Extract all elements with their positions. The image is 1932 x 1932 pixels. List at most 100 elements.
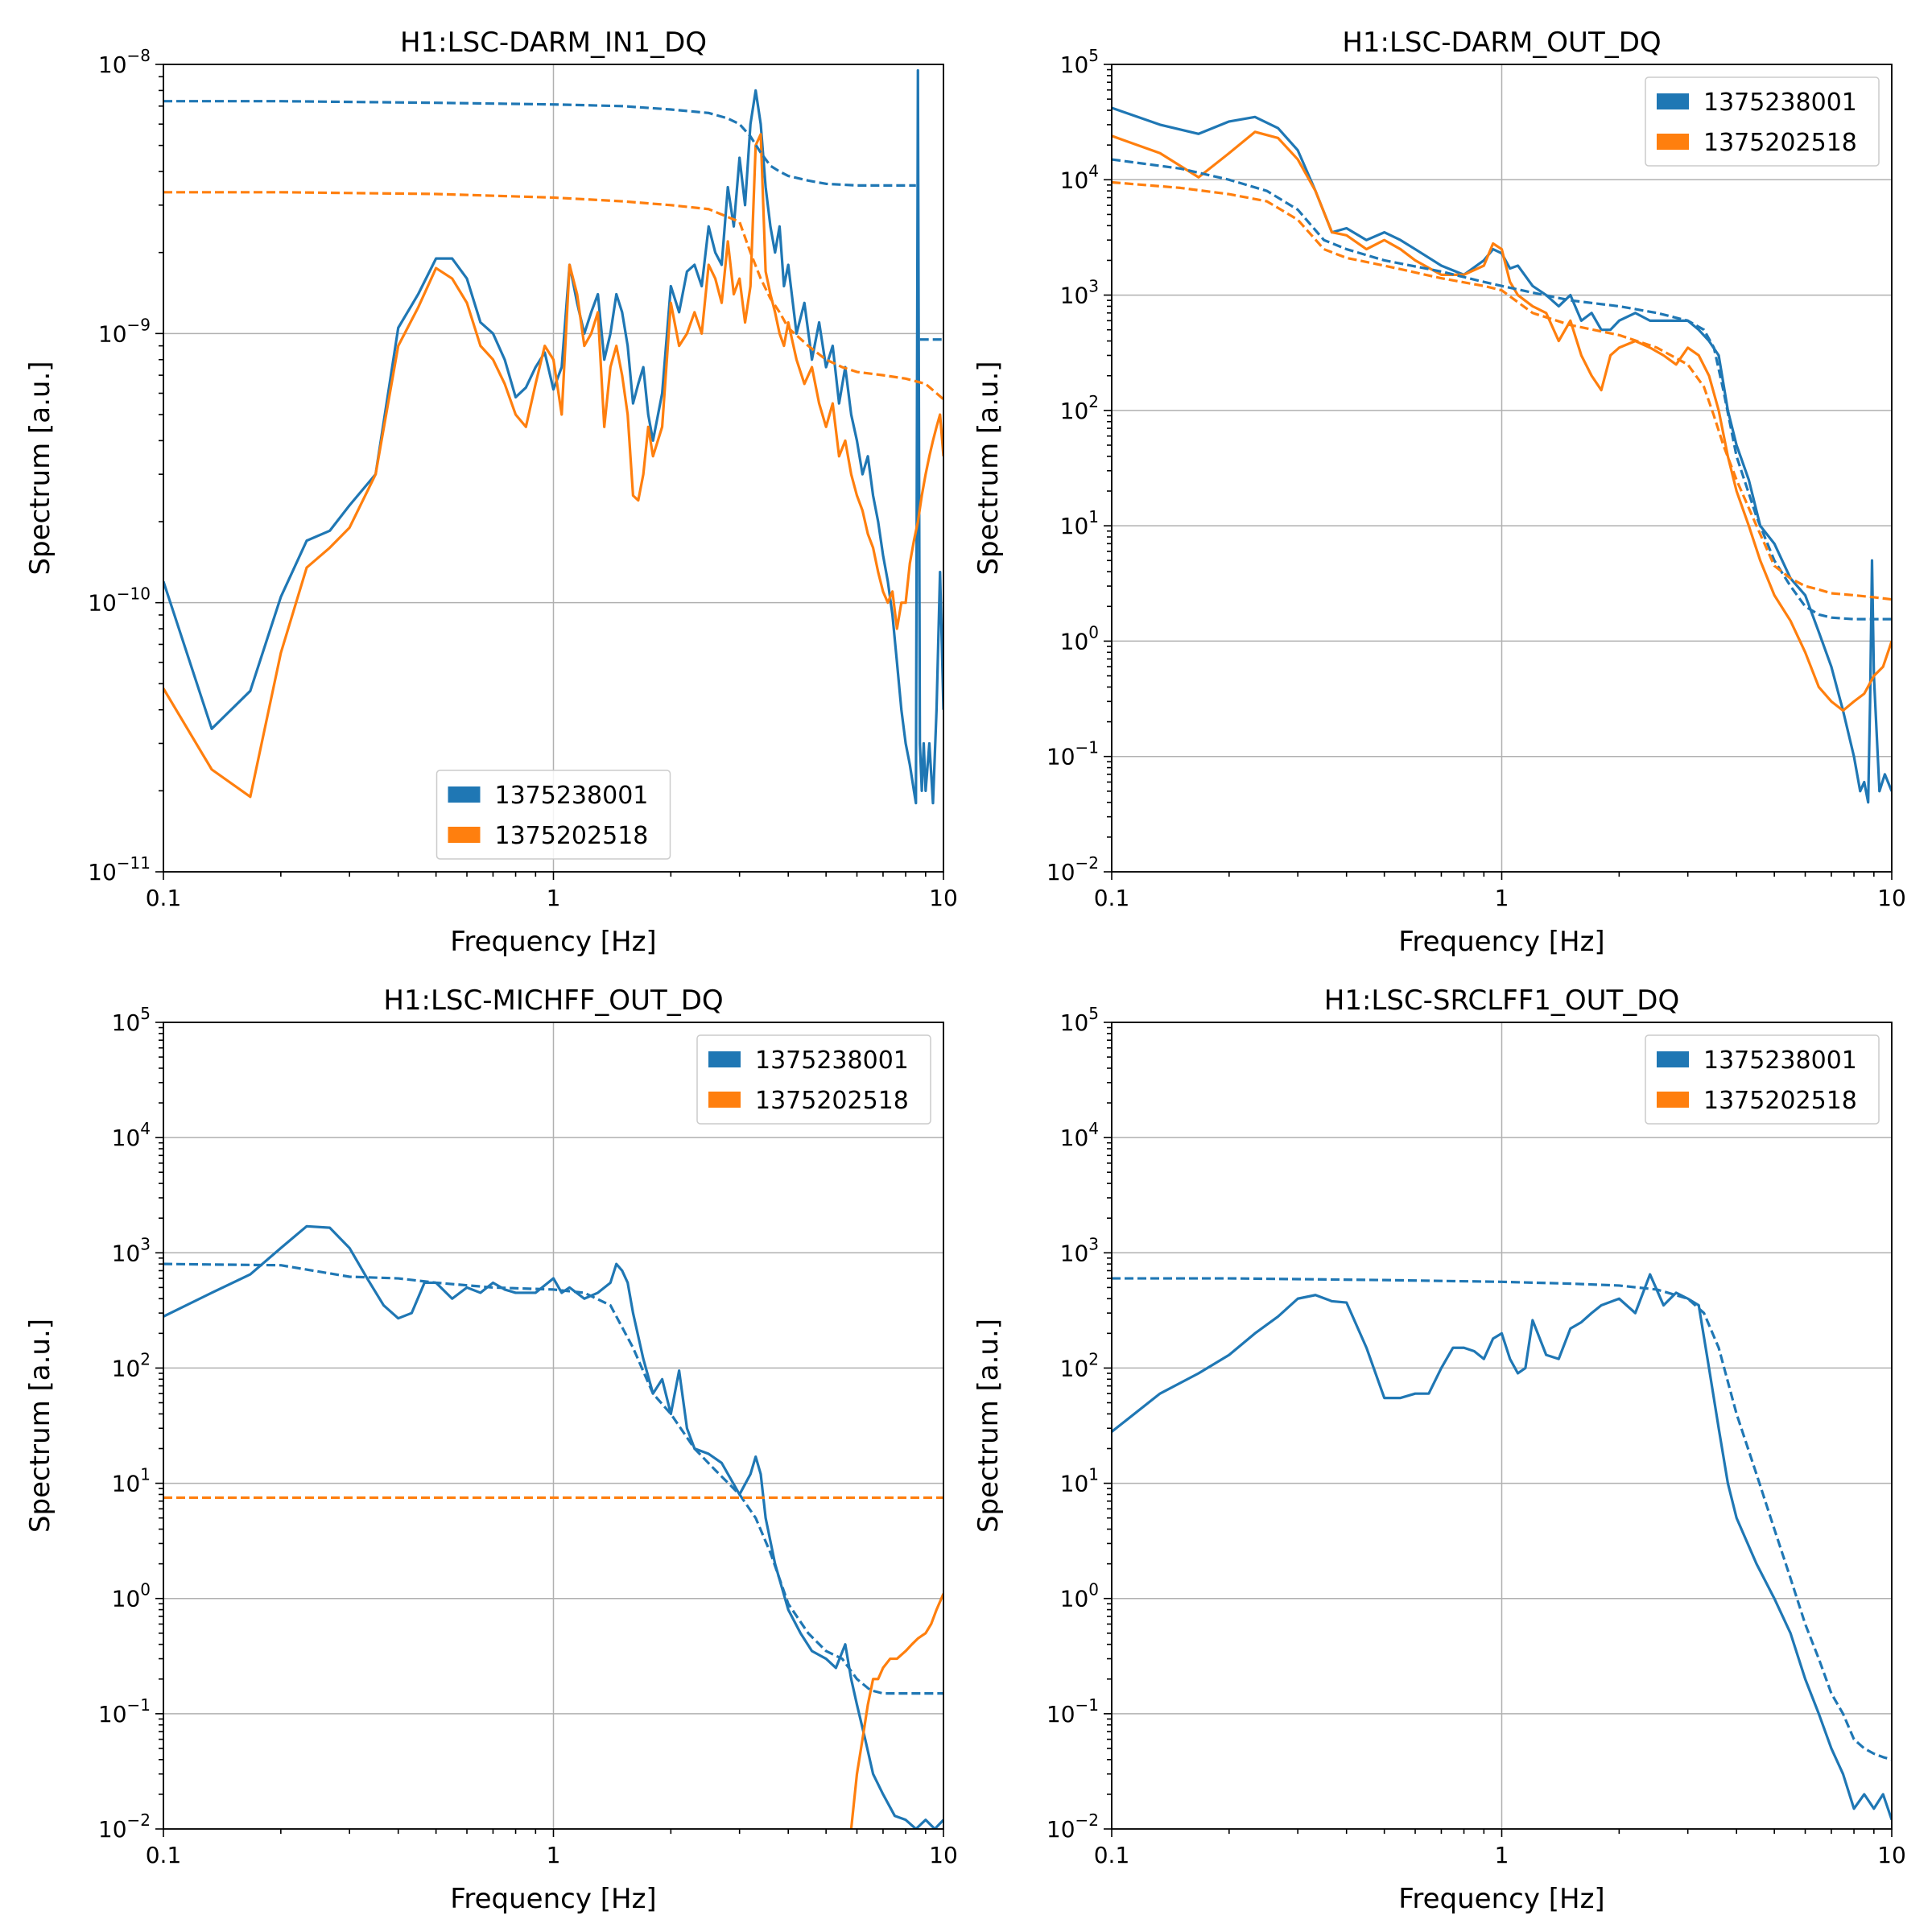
y-tick-label: 100: [1060, 1580, 1099, 1612]
chart-title: H1:LSC-SRCLFF1_OUT_DQ: [1324, 985, 1680, 1017]
chart-panel-2: 0.1 1 10 10−2 10−1 100 101 102 103 104 105 H1:LSC-D…: [972, 27, 1906, 958]
x-axis-label: Frequency [Hz]: [450, 926, 656, 958]
y-axis-label: Spectrum [a.u.]: [24, 361, 56, 575]
y-axis-label: Spectrum [a.u.]: [24, 1319, 56, 1533]
legend-swatch: [448, 827, 481, 843]
y-tick-label: 102: [1060, 1349, 1099, 1381]
legend-swatch: [708, 1051, 741, 1067]
series-line-0: [163, 1224, 943, 1829]
legend-label: 1375202518: [1703, 1087, 1857, 1115]
y-tick-label: 102: [112, 1349, 151, 1381]
chart-panel-4: 0.1 1 10 10−2 10−1 100 101 102 103 104 105 H1:LSC-S…: [972, 985, 1906, 1915]
x-tick-label: 1: [1495, 1842, 1509, 1868]
legend: 1375238001 1375202518: [696, 1034, 931, 1125]
y-tick-label: 10−1: [98, 1695, 151, 1728]
dashed-series-line-2: [163, 1262, 943, 1695]
x-tick-label: 1: [547, 1842, 561, 1868]
legend-label: 1375202518: [495, 822, 649, 850]
y-tick-label: 10−1: [1046, 1695, 1099, 1728]
legend-box: [1645, 76, 1880, 167]
y-tick-label: 10−9: [98, 315, 151, 347]
chart-panel-3: 0.1 1 10 10−2 10−1 100 101 102 103 104 105 H1:LSC-M…: [24, 985, 958, 1915]
x-tick-label: 10: [1877, 885, 1906, 911]
x-axis-label: Frequency [Hz]: [450, 1883, 656, 1915]
legend-swatch: [708, 1092, 741, 1108]
grid: [163, 64, 944, 873]
y-tick-label: 103: [1060, 277, 1099, 309]
legend: 1375238001 1375202518: [436, 770, 671, 860]
x-tick-label: 1: [1495, 885, 1509, 911]
legend-box: [436, 770, 671, 860]
y-tick-label: 104: [112, 1119, 151, 1151]
grid: [1111, 1022, 1893, 1830]
legend-label: 1375202518: [1703, 129, 1857, 157]
legend-swatch: [1657, 1051, 1689, 1067]
legend-label: 1375238001: [1703, 89, 1857, 117]
y-tick-label: 104: [1060, 1119, 1099, 1151]
y-tick-label: 10−2: [98, 1810, 151, 1843]
legend-label: 1375238001: [755, 1046, 909, 1075]
ticks: [1104, 64, 1893, 880]
x-axis-label: Frequency [Hz]: [1398, 1883, 1604, 1915]
x-tick-label: 10: [929, 1842, 958, 1868]
y-tick-label: 101: [1060, 507, 1099, 539]
grid: [163, 1022, 944, 1830]
ticks: [155, 1022, 944, 1837]
legend-label: 1375202518: [755, 1087, 909, 1115]
y-axis-label: Spectrum [a.u.]: [972, 1319, 1005, 1533]
chart-panel-1: 0.1 1 10 10−11 10−10 10−9 10−8 H1:LSC-DARM_IN1_…: [24, 27, 958, 958]
x-axis-label: Frequency [Hz]: [1398, 926, 1604, 958]
series-group: [1112, 1273, 1892, 1821]
dashed-series-line-3: [1112, 180, 1892, 601]
grid: [1111, 64, 1893, 873]
y-tick-label: 105: [1060, 46, 1099, 78]
y-tick-label: 103: [1060, 1234, 1099, 1266]
x-tick-label: 0.1: [146, 1842, 182, 1868]
y-tick-label: 105: [112, 1004, 151, 1036]
y-tick-label: 10−11: [88, 853, 151, 886]
x-tick-label: 10: [1877, 1842, 1906, 1868]
y-tick-label: 100: [1060, 622, 1099, 654]
y-axis-label: Spectrum [a.u.]: [972, 361, 1005, 575]
chart-title: H1:LSC-DARM_IN1_DQ: [400, 27, 707, 59]
y-tick-label: 101: [112, 1465, 151, 1497]
series-line-0: [1112, 1273, 1892, 1821]
y-tick-label: 10−2: [1046, 853, 1099, 886]
y-tick-label: 103: [112, 1234, 151, 1266]
y-tick-label: 102: [1060, 392, 1099, 424]
series-group: [163, 68, 943, 805]
ticks: [155, 64, 944, 880]
y-tick-label: 10−10: [88, 584, 151, 617]
series-line-0: [163, 68, 943, 805]
series-group: [163, 1224, 943, 1829]
legend-swatch: [448, 786, 481, 803]
legend-box: [1645, 1034, 1880, 1125]
legend-box: [696, 1034, 931, 1125]
series-group: [1112, 106, 1892, 804]
legend-swatch: [1657, 134, 1689, 150]
y-tick-label: 10−1: [1046, 738, 1099, 770]
x-tick-label: 0.1: [1094, 1842, 1130, 1868]
y-tick-label: 101: [1060, 1465, 1099, 1497]
dashed-series-line-1: [1112, 1277, 1892, 1761]
dashed-series-line-4: [163, 191, 943, 401]
dashed-series-line-2: [1112, 158, 1892, 621]
dashed-series-line-2: [163, 100, 916, 187]
ticks: [1104, 1022, 1893, 1837]
series-line-1: [849, 1593, 943, 1829]
series-line-1: [1112, 130, 1892, 712]
legend-swatch: [1657, 93, 1689, 109]
legend: 1375238001 1375202518: [1645, 1034, 1880, 1125]
legend-label: 1375238001: [1703, 1046, 1857, 1075]
chart-title: H1:LSC-MICHFF_OUT_DQ: [383, 985, 723, 1017]
y-tick-label: 105: [1060, 1004, 1099, 1036]
x-tick-label: 10: [929, 885, 958, 911]
y-tick-label: 104: [1060, 161, 1099, 193]
y-tick-label: 10−8: [98, 46, 151, 78]
chart-title: H1:LSC-DARM_OUT_DQ: [1342, 27, 1661, 59]
legend-swatch: [1657, 1092, 1689, 1108]
series-line-0: [1112, 106, 1892, 804]
legend-label: 1375238001: [495, 782, 649, 810]
y-tick-label: 10−2: [1046, 1810, 1099, 1843]
